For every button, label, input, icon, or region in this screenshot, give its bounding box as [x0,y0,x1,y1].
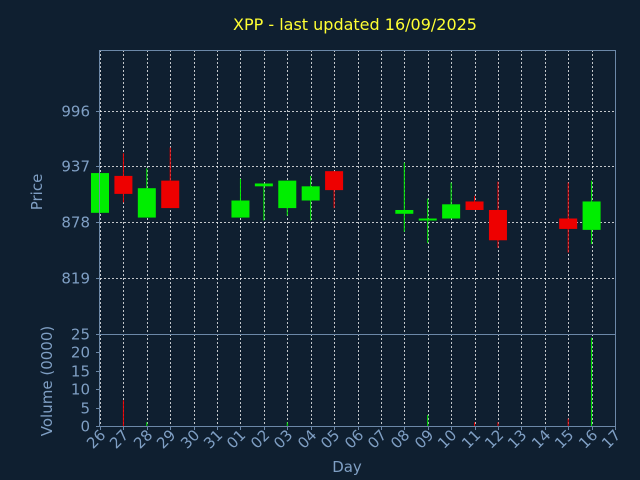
x-tick-label: 10 [434,426,460,452]
x-tick-label: 01 [223,426,249,452]
price-tick-label: 996 [61,103,90,121]
candle-body [442,204,461,219]
volume-tick-label: 10 [71,381,90,399]
x-tick-label: 27 [106,426,132,452]
volume-panel-frame [99,334,616,427]
volume-tick-label: 25 [71,326,90,344]
price-tick-label: 819 [61,270,90,288]
candle-body [582,201,601,230]
candle-body [395,209,414,214]
candle-body [418,218,437,221]
candle-body [278,180,297,209]
axis-layer: 2627282930310102030405060708091011121314… [61,103,624,453]
price-tick-label: 937 [61,158,90,176]
candle-body [254,183,273,187]
x-tick-label: 29 [153,426,179,452]
candle-body [465,201,484,210]
x-tick-label: 15 [551,426,577,452]
volume-layer [122,337,593,426]
x-tick-label: 17 [598,426,624,452]
candle-body [325,171,344,191]
candle-body [231,200,250,218]
x-tick-label: 03 [270,426,296,452]
volume-tick-label: 20 [71,344,90,362]
volume-tick-label: 15 [71,363,90,381]
grid-layer [100,50,616,426]
candle-body [559,218,578,229]
price-tick-label: 878 [61,214,90,232]
price-axis-label: Price [28,174,46,211]
candle-layer [91,147,601,253]
chart-title: XPP - last updated 16/09/2025 [233,15,477,34]
candle-body [137,188,156,218]
volume-axis-label: Volume (0000) [38,326,56,436]
volume-tick-label: 0 [80,418,90,436]
candle-body [488,209,507,241]
x-tick-label: 08 [387,426,413,452]
x-tick-label: 13 [504,426,530,452]
candle-body [301,186,320,201]
candle-body [114,175,133,194]
candle-body [161,180,180,209]
volume-tick-label: 5 [80,400,90,418]
x-tick-label: 05 [317,426,343,452]
x-axis-label: Day [332,458,362,476]
